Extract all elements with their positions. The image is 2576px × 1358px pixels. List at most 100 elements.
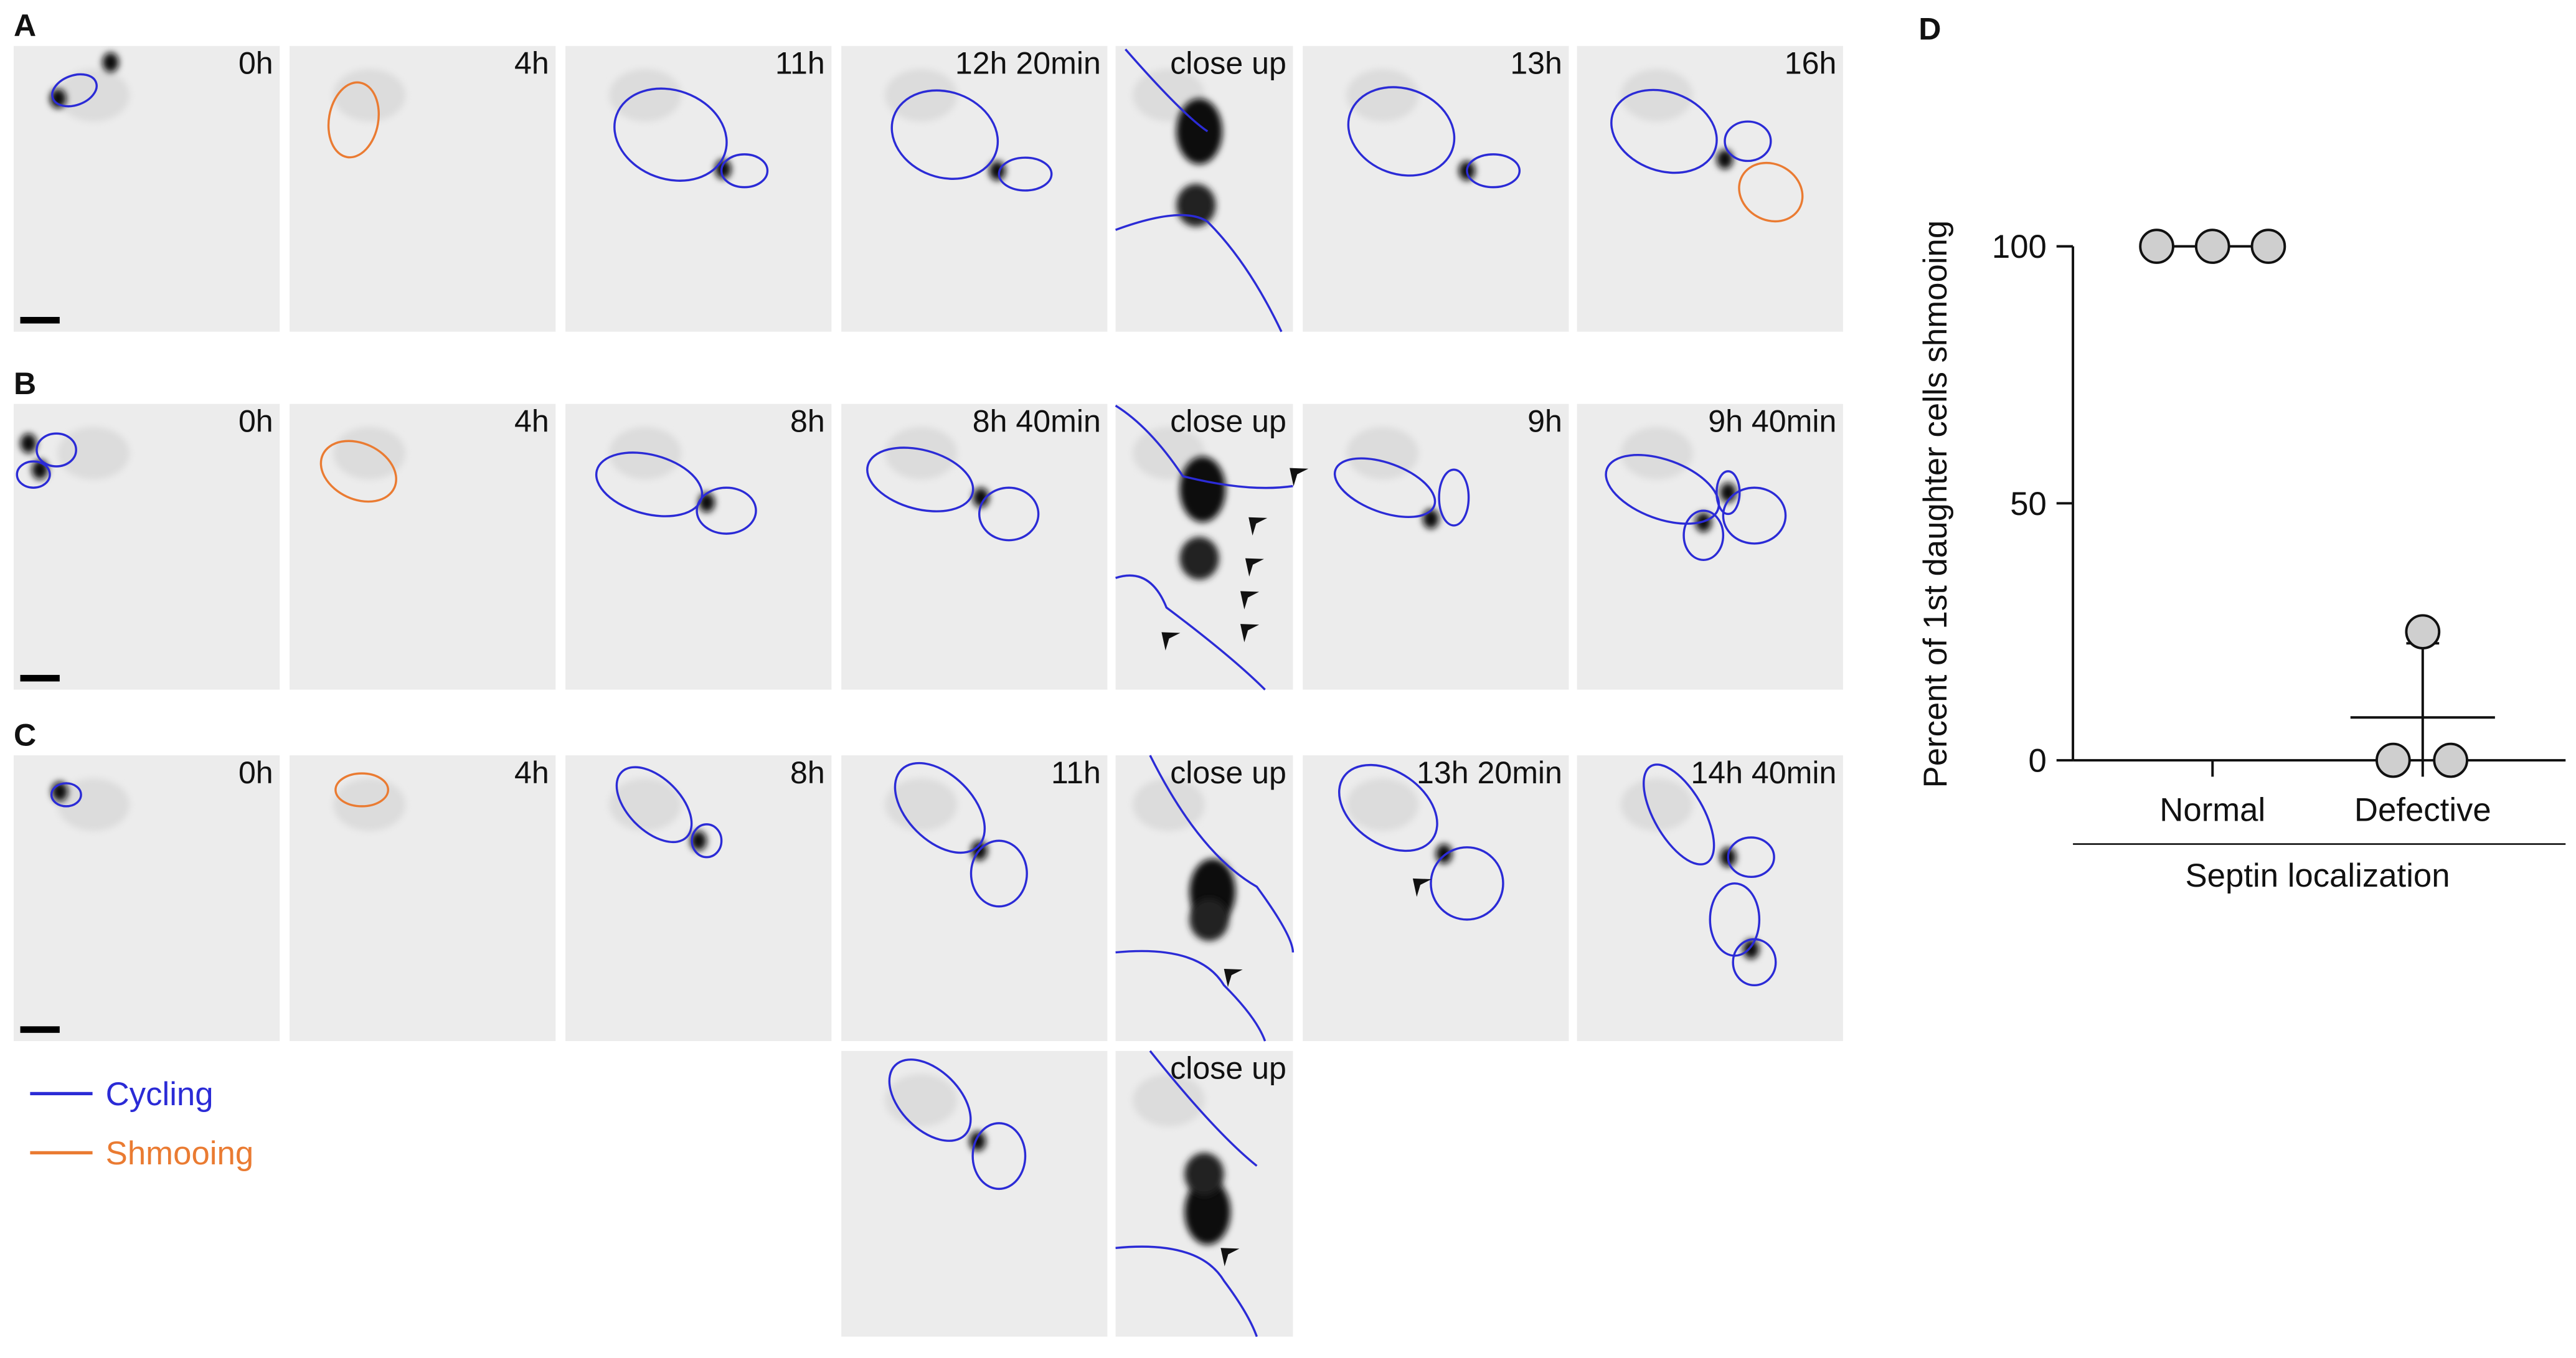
arrowhead xyxy=(1290,468,1309,487)
panel-label: B xyxy=(14,366,36,401)
y-axis-label: Percent of 1st daughter cells shmooing xyxy=(1917,220,1954,788)
closeup-signal xyxy=(1189,898,1229,941)
micrograph xyxy=(1577,403,1843,690)
cell-outline xyxy=(1115,950,1267,1042)
time-label: 8h xyxy=(790,755,825,790)
arrowhead xyxy=(1412,878,1432,897)
arrowhead xyxy=(1220,1248,1240,1266)
cell-outline xyxy=(327,81,380,159)
septin-signal xyxy=(102,52,119,73)
scale-bar xyxy=(20,674,60,682)
data-point xyxy=(2375,742,2411,778)
time-label: 4h xyxy=(514,755,549,790)
panel-label: C xyxy=(14,717,36,752)
background-cell xyxy=(1346,68,1419,122)
background-cell xyxy=(1620,778,1693,831)
micrograph xyxy=(290,755,556,1042)
cell-outline xyxy=(970,839,1028,908)
background-cell xyxy=(1133,1073,1205,1127)
cell-outline xyxy=(51,73,98,108)
cell-outline xyxy=(35,432,77,468)
background-cell xyxy=(609,68,682,122)
closeup-signal xyxy=(1176,184,1216,227)
cell-outline xyxy=(1430,846,1504,921)
time-label: 4h xyxy=(514,404,549,439)
septin-signal xyxy=(50,88,67,109)
cell-outline xyxy=(50,782,82,808)
arrowhead xyxy=(1161,632,1181,651)
background-cell xyxy=(333,68,406,122)
micrograph xyxy=(565,403,832,690)
time-label: close up xyxy=(1170,1051,1286,1086)
y-tick-label: 50 xyxy=(2010,486,2047,522)
cell-outline xyxy=(1347,86,1456,177)
time-label: 12h 20min xyxy=(955,46,1101,81)
time-label: 13h 20min xyxy=(1417,755,1562,790)
septin-signal xyxy=(969,1131,986,1151)
closeup-signal xyxy=(1184,1153,1224,1195)
cell-outline xyxy=(1732,938,1777,987)
time-label: 13h xyxy=(1510,46,1562,81)
background-cell xyxy=(609,778,682,831)
legend-label: Cycling xyxy=(106,1076,214,1113)
cell-outline xyxy=(1149,755,1295,953)
cell-outline xyxy=(1438,468,1470,527)
time-label: 9h xyxy=(1527,404,1562,439)
background-cell xyxy=(57,427,130,480)
cell-outline xyxy=(1643,763,1715,865)
panel-label: D xyxy=(1918,11,1941,46)
x-tick-label: Normal xyxy=(2159,792,2265,829)
cell-outline xyxy=(16,460,51,489)
septin-signal xyxy=(20,433,37,453)
arrowhead xyxy=(1245,558,1264,577)
cell-outline xyxy=(1115,404,1293,489)
micrograph xyxy=(1303,403,1569,690)
micrograph xyxy=(565,755,832,1042)
arrowhead xyxy=(1240,591,1260,610)
micrograph xyxy=(1577,755,1843,1042)
micrograph xyxy=(841,403,1108,690)
time-label: close up xyxy=(1170,404,1286,439)
closeup-signal xyxy=(1179,537,1219,580)
background-cell xyxy=(1346,778,1419,831)
micrograph xyxy=(1577,45,1843,332)
septin-signal xyxy=(1743,939,1760,960)
background-cell xyxy=(885,427,958,480)
data-point xyxy=(2433,742,2469,778)
time-label: 9h 40min xyxy=(1708,404,1836,439)
cell-outline xyxy=(1338,763,1438,852)
time-label: 0h xyxy=(238,404,273,439)
septin-signal xyxy=(1716,149,1734,169)
time-label: close up xyxy=(1170,755,1286,790)
arrowhead xyxy=(1240,624,1260,643)
cell-outline xyxy=(978,486,1040,542)
time-label: 14h 40min xyxy=(1691,755,1836,790)
cell-outline xyxy=(1715,470,1741,516)
x-tick-label: Defective xyxy=(2354,792,2491,829)
cell-outline xyxy=(894,762,986,854)
micrograph xyxy=(565,45,832,332)
cell-outline xyxy=(1682,509,1725,562)
cell-outline xyxy=(319,440,397,503)
micrograph xyxy=(290,45,556,332)
time-label: close up xyxy=(1170,46,1286,81)
septin-signal xyxy=(1720,483,1737,502)
cell-outline xyxy=(1115,1245,1258,1337)
background-cell xyxy=(57,778,130,831)
closeup-signal xyxy=(1176,98,1223,164)
data-point xyxy=(2139,229,2174,264)
time-label: 0h xyxy=(238,755,273,790)
cell-outline xyxy=(1115,214,1283,332)
data-point xyxy=(2250,229,2286,264)
background-cell xyxy=(885,68,958,122)
cell-outline xyxy=(1610,88,1718,174)
arrowhead xyxy=(1248,517,1268,536)
arrowhead xyxy=(1224,968,1243,988)
cell-outline xyxy=(1149,1050,1258,1167)
panel-label: A xyxy=(14,8,36,43)
cell-outline xyxy=(888,1058,972,1142)
time-label: 0h xyxy=(238,46,273,81)
cell-outline xyxy=(613,87,728,182)
cell-outline xyxy=(1125,48,1209,133)
time-label: 4h xyxy=(514,46,549,81)
